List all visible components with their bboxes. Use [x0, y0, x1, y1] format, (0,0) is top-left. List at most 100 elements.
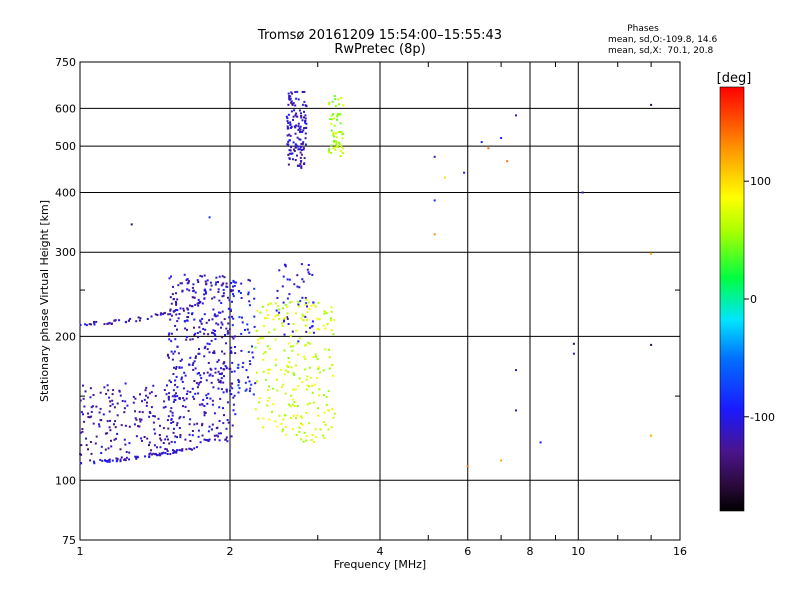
data-point	[167, 398, 170, 401]
data-point	[229, 385, 232, 388]
data-point	[289, 335, 292, 337]
data-point	[222, 368, 225, 371]
data-point	[145, 404, 148, 407]
data-point	[169, 313, 172, 316]
data-point	[206, 402, 209, 405]
data-point	[210, 284, 213, 287]
data-point	[203, 414, 206, 417]
data-point	[227, 307, 230, 310]
data-point	[306, 318, 308, 321]
data-point	[313, 383, 316, 386]
data-point	[204, 411, 207, 414]
data-point	[181, 289, 184, 292]
data-point	[170, 332, 173, 335]
data-point	[275, 309, 278, 312]
data-point	[284, 264, 287, 267]
data-point	[315, 355, 318, 358]
data-point	[296, 405, 299, 407]
data-point	[251, 345, 253, 348]
data-point	[160, 439, 163, 442]
data-point	[194, 367, 197, 370]
data-point	[287, 113, 290, 116]
data-point	[186, 307, 189, 310]
data-point	[304, 296, 307, 299]
data-point	[229, 389, 231, 392]
data-point	[290, 394, 292, 397]
data-point	[304, 344, 307, 346]
data-point	[113, 438, 116, 441]
data-point	[208, 319, 210, 322]
data-point	[295, 329, 298, 332]
data-point	[90, 452, 93, 455]
colorbar-tick-label: -100	[750, 411, 775, 424]
data-point	[238, 387, 241, 390]
data-point	[286, 134, 289, 137]
data-point	[299, 422, 302, 425]
phase-stats-x: mean, sd,X: 70.1, 20.8	[608, 46, 714, 56]
data-point	[125, 320, 127, 323]
data-point	[194, 291, 197, 294]
data-point	[308, 273, 311, 275]
data-point	[240, 282, 243, 285]
data-point	[330, 151, 333, 154]
data-point	[175, 392, 177, 395]
data-point	[109, 429, 112, 432]
data-point	[174, 435, 177, 438]
data-point	[230, 435, 233, 438]
data-point	[126, 404, 129, 407]
data-point	[194, 303, 197, 306]
data-point	[282, 301, 285, 304]
data-point	[189, 338, 192, 341]
data-point	[515, 409, 517, 412]
data-point	[339, 155, 342, 157]
data-point	[134, 397, 137, 400]
data-point	[267, 303, 270, 306]
data-point	[306, 403, 309, 406]
data-point	[222, 294, 225, 297]
data-point	[116, 432, 119, 435]
data-point	[274, 364, 277, 367]
data-point	[219, 381, 222, 384]
chart-title: Tromsø 20161209 15:54:00–15:55:43	[257, 28, 502, 43]
data-point	[329, 319, 332, 322]
data-point	[171, 411, 174, 414]
data-point	[295, 342, 298, 345]
data-point	[506, 160, 509, 163]
data-point	[294, 146, 297, 149]
data-point	[124, 459, 127, 462]
data-point	[227, 322, 230, 325]
data-point	[160, 312, 163, 315]
data-point	[164, 448, 167, 450]
data-point	[192, 395, 195, 398]
data-point	[215, 315, 217, 318]
data-point	[159, 437, 162, 440]
data-point	[334, 98, 337, 101]
data-point	[162, 451, 165, 454]
data-point	[221, 275, 224, 278]
data-point	[287, 163, 290, 166]
data-point	[318, 318, 321, 321]
data-point	[213, 333, 216, 336]
data-point	[145, 394, 148, 397]
data-point	[298, 286, 301, 289]
data-point	[186, 328, 188, 331]
data-point	[232, 280, 235, 283]
data-point	[218, 406, 221, 409]
data-point	[159, 313, 162, 316]
data-point	[500, 137, 503, 139]
data-point	[230, 350, 233, 353]
data-point	[105, 392, 108, 395]
data-point	[172, 451, 175, 454]
data-point	[650, 103, 653, 106]
data-point	[179, 307, 182, 310]
data-point	[304, 357, 307, 360]
data-point	[280, 422, 283, 425]
data-point	[79, 431, 82, 434]
data-point	[234, 352, 237, 355]
data-point	[137, 316, 140, 319]
data-point	[274, 302, 277, 305]
data-point	[327, 409, 330, 412]
data-point	[209, 288, 212, 291]
data-point	[311, 384, 314, 387]
data-point	[171, 293, 174, 296]
